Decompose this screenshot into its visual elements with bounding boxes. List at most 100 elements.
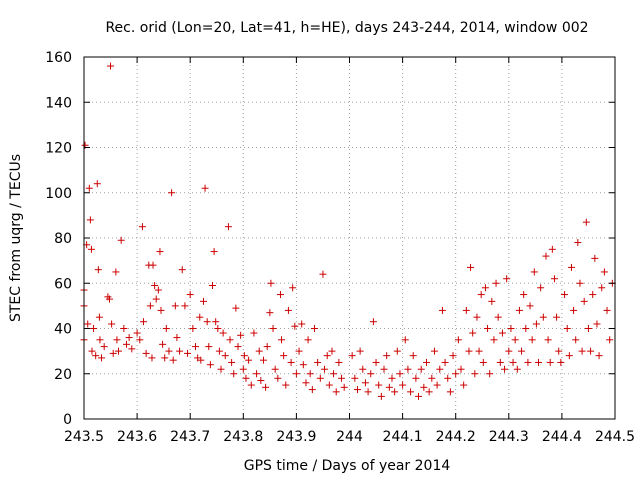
data-point bbox=[572, 336, 580, 344]
data-point bbox=[542, 252, 550, 260]
data-point bbox=[457, 365, 465, 373]
data-point bbox=[446, 388, 454, 396]
data-point bbox=[565, 352, 573, 360]
data-point bbox=[206, 361, 214, 369]
data-point bbox=[522, 325, 530, 332]
x-axis-label: GPS time / Days of year 2014 bbox=[244, 458, 451, 474]
data-point bbox=[271, 365, 279, 373]
data-point bbox=[356, 347, 364, 355]
data-point bbox=[148, 354, 156, 362]
data-point bbox=[490, 336, 498, 344]
data-point bbox=[591, 254, 599, 262]
data-point bbox=[128, 345, 136, 353]
data-point bbox=[530, 268, 538, 276]
data-point bbox=[574, 239, 582, 247]
data-point bbox=[228, 358, 236, 366]
data-point bbox=[136, 336, 144, 344]
data-point bbox=[90, 325, 98, 332]
data-point bbox=[335, 358, 343, 366]
data-point bbox=[348, 352, 356, 360]
data-point bbox=[316, 374, 324, 382]
data-point bbox=[199, 297, 207, 305]
data-point bbox=[186, 291, 194, 299]
data-point bbox=[369, 318, 377, 326]
data-point bbox=[105, 295, 113, 303]
x-tick-label: 243.9 bbox=[276, 429, 316, 445]
data-point bbox=[332, 388, 340, 396]
data-point bbox=[189, 325, 197, 332]
x-tick-label: 244.1 bbox=[383, 429, 423, 445]
data-point bbox=[171, 302, 179, 310]
data-point bbox=[412, 374, 420, 382]
data-point bbox=[113, 336, 121, 344]
data-point bbox=[151, 282, 159, 290]
data-point bbox=[449, 352, 457, 360]
data-point bbox=[417, 365, 425, 373]
data-point bbox=[117, 236, 125, 244]
data-point bbox=[280, 352, 288, 360]
data-point bbox=[563, 325, 571, 332]
data-point bbox=[550, 275, 558, 283]
data-point bbox=[239, 365, 247, 373]
data-point bbox=[548, 245, 556, 253]
data-point bbox=[428, 374, 436, 382]
data-point bbox=[598, 284, 606, 292]
data-point bbox=[304, 336, 312, 344]
data-point bbox=[438, 306, 446, 314]
data-point bbox=[267, 279, 275, 287]
data-point bbox=[393, 347, 401, 355]
data-point bbox=[505, 347, 513, 355]
x-tick-label: 243.6 bbox=[117, 429, 157, 445]
data-point bbox=[535, 358, 543, 366]
data-point bbox=[263, 343, 271, 351]
data-point bbox=[367, 370, 375, 378]
data-point bbox=[364, 388, 372, 396]
data-point bbox=[503, 275, 511, 283]
data-point bbox=[325, 381, 333, 389]
data-point bbox=[192, 343, 200, 351]
data-point bbox=[306, 370, 314, 378]
data-point bbox=[217, 365, 225, 373]
data-point bbox=[606, 336, 614, 344]
data-point bbox=[250, 329, 258, 337]
data-point bbox=[96, 336, 104, 344]
data-point bbox=[100, 343, 108, 351]
data-point bbox=[156, 248, 164, 256]
data-point bbox=[284, 306, 292, 314]
data-point bbox=[380, 365, 388, 373]
data-point bbox=[87, 245, 95, 253]
x-tick-label: 243.8 bbox=[223, 429, 263, 445]
x-tick-labels: 243.5 243.6 243.7 243.8 243.9 244 244.1 244.2 24… bbox=[64, 429, 635, 445]
data-point bbox=[383, 352, 391, 360]
data-point bbox=[142, 349, 150, 357]
data-point bbox=[584, 325, 592, 332]
data-point bbox=[433, 381, 441, 389]
data-point bbox=[108, 320, 116, 328]
data-point bbox=[589, 291, 597, 299]
data-point bbox=[197, 356, 205, 364]
data-point bbox=[377, 392, 385, 400]
axis-ticks bbox=[83, 56, 616, 420]
data-point bbox=[168, 189, 176, 197]
y-tick-label: 140 bbox=[45, 95, 72, 111]
data-point bbox=[210, 248, 218, 256]
data-point bbox=[92, 352, 100, 360]
data-point bbox=[391, 388, 399, 396]
data-point bbox=[546, 358, 554, 366]
data-point bbox=[441, 358, 449, 366]
data-point bbox=[415, 392, 423, 400]
data-point bbox=[274, 374, 282, 382]
data-point bbox=[247, 381, 255, 389]
data-point bbox=[176, 347, 184, 355]
data-points bbox=[80, 62, 616, 400]
data-point bbox=[295, 347, 303, 355]
x-tick-label: 244 bbox=[336, 429, 363, 445]
data-point bbox=[600, 268, 608, 276]
data-point bbox=[152, 295, 160, 303]
data-point bbox=[302, 379, 310, 387]
data-point bbox=[234, 343, 242, 351]
data-point bbox=[138, 223, 146, 231]
data-point bbox=[460, 381, 468, 389]
data-point bbox=[93, 180, 101, 188]
